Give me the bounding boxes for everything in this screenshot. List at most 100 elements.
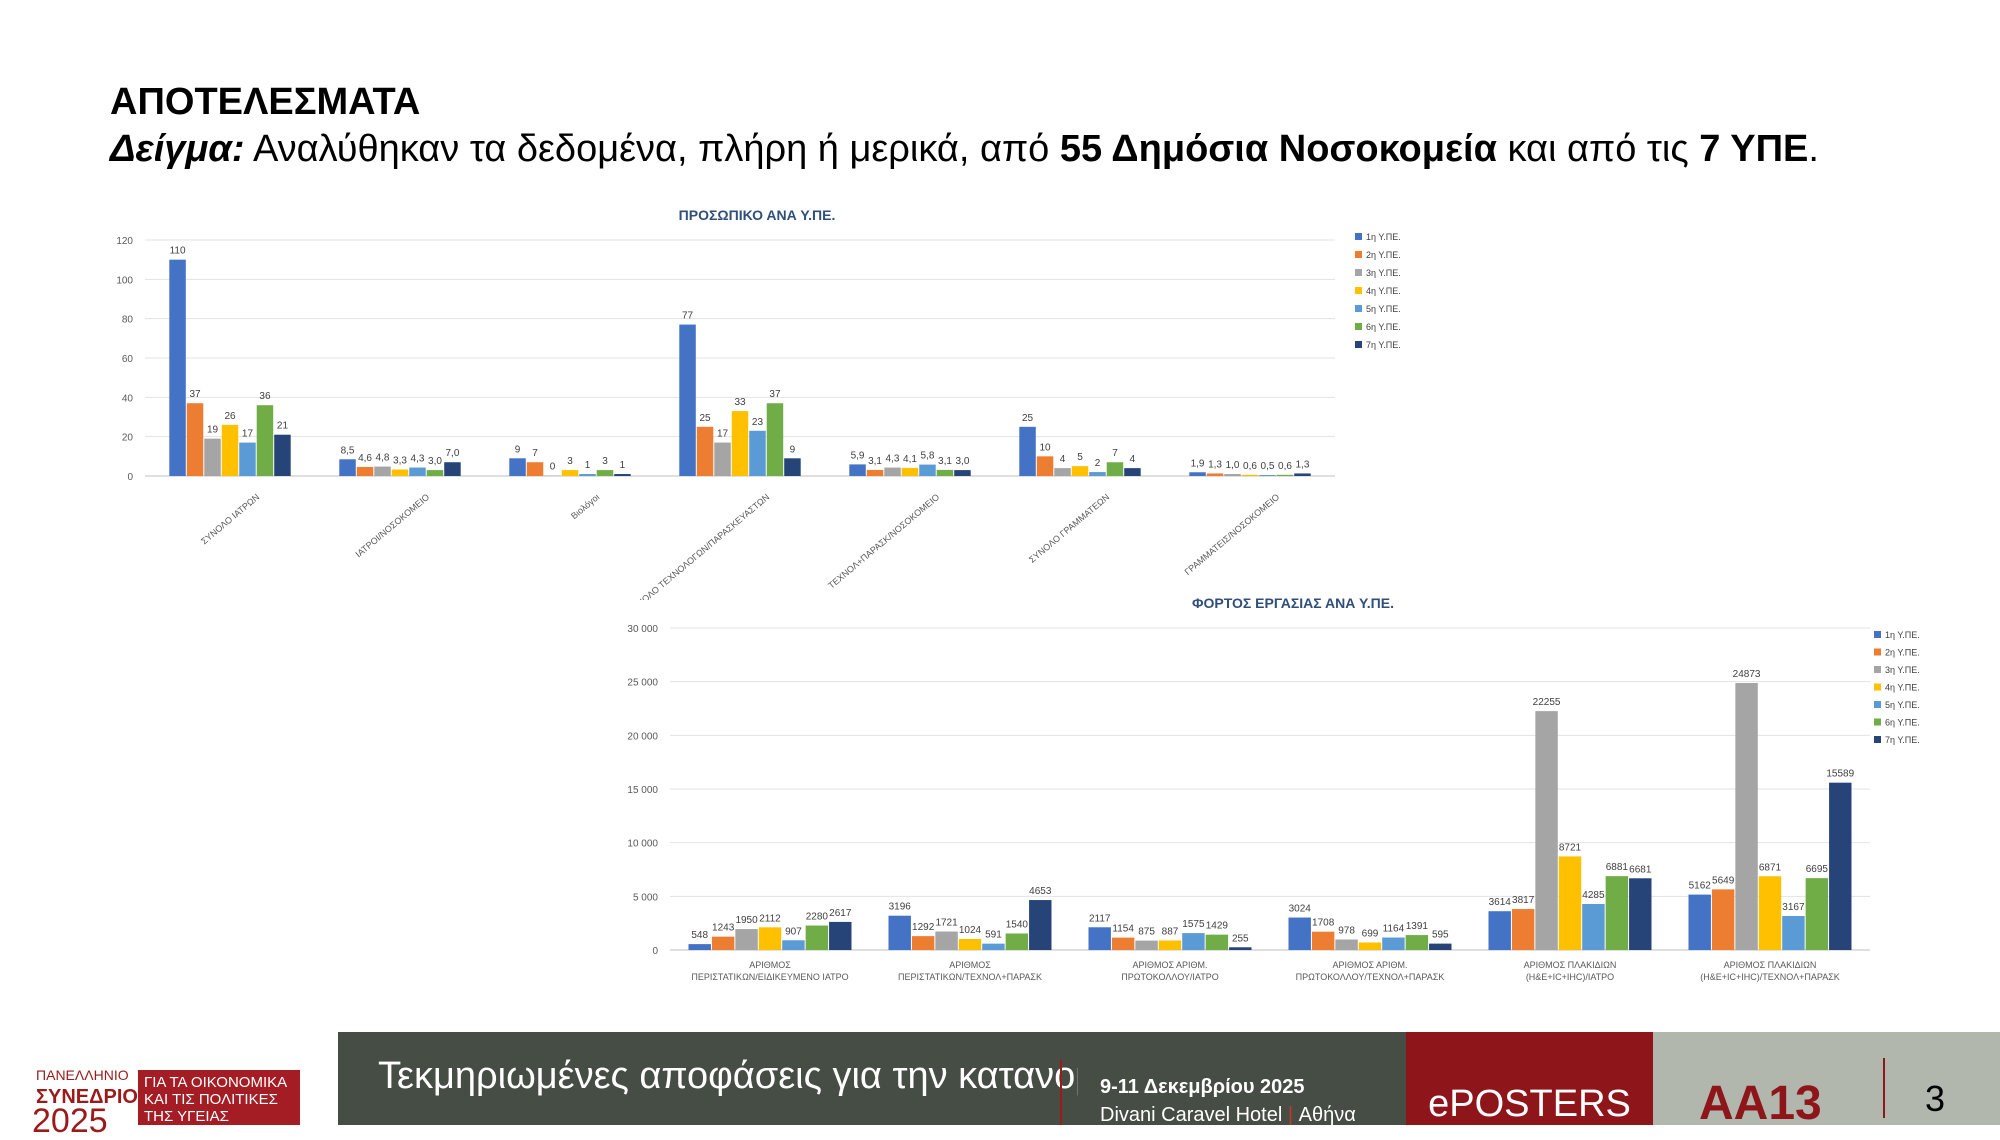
data-label: 2 xyxy=(1095,458,1101,469)
data-label: 5162 xyxy=(1689,881,1712,892)
logo-year: 2025 xyxy=(32,1102,108,1140)
data-label: 21 xyxy=(277,421,289,432)
data-label: 1243 xyxy=(712,923,735,934)
bar xyxy=(805,925,829,950)
data-label: 110 xyxy=(170,246,186,257)
legend-entry: 7η Υ.ΠΕ. xyxy=(1366,340,1401,350)
legend-swatch xyxy=(1874,683,1881,691)
bar xyxy=(1294,473,1311,476)
category-label: Βιολόγοι xyxy=(569,492,601,521)
logo-line-1: ΠΑΝΕΛΛΗΝΙΟ xyxy=(36,1067,129,1083)
data-label: 3817 xyxy=(1512,895,1535,906)
legend-swatch xyxy=(1355,287,1362,294)
logo-line-2: ΣΥΝΕΔΡΙΟ xyxy=(36,1086,138,1108)
bar xyxy=(954,470,971,476)
data-label: 875 xyxy=(1138,927,1155,938)
legend-swatch xyxy=(1874,631,1881,638)
footer-divider xyxy=(1060,1060,1062,1125)
y-tick-label: 60 xyxy=(122,354,134,365)
bar xyxy=(1189,472,1206,476)
data-label: 5 xyxy=(1077,452,1083,463)
bar xyxy=(911,936,935,950)
legend-entry: 6η Υ.ΠΕ. xyxy=(1366,322,1401,332)
data-label: 9 xyxy=(515,444,521,455)
legend-swatch xyxy=(1355,341,1362,348)
data-label: 8,5 xyxy=(341,445,355,456)
bar xyxy=(866,469,884,476)
bar xyxy=(731,411,749,476)
data-label: 907 xyxy=(785,926,802,937)
bar xyxy=(1558,856,1582,950)
data-label: 23 xyxy=(752,417,764,428)
bar xyxy=(1382,937,1405,950)
bar xyxy=(1029,900,1052,950)
bar xyxy=(711,936,735,950)
data-label: 699 xyxy=(1362,928,1379,939)
page-title: ΑΠΟΤΕΛΕΣΜΑΤΑ xyxy=(110,81,421,123)
category-label: ΠΕΡΙΣΤΑΤΙΚΩΝ/ΤΕΧΝΟΛ+ΠΑΡΑΣΚ xyxy=(898,972,1042,982)
bar xyxy=(766,403,784,476)
bar xyxy=(614,474,631,476)
data-label: 6881 xyxy=(1606,862,1629,873)
data-label: 1391 xyxy=(1406,921,1429,932)
bar xyxy=(239,442,256,476)
legend-entry: 1η Υ.ΠΕ. xyxy=(1885,630,1920,640)
bar xyxy=(544,475,561,476)
data-label: 1429 xyxy=(1206,921,1229,932)
bar xyxy=(1259,475,1276,476)
code-divider xyxy=(1883,1058,1885,1118)
workload-chart: ΦΟΡΤΟΣ ΕΡΓΑΣΙΑΣ ΑΝΑ Υ.ΠΕ. 0 5 000 10 000 15 … xyxy=(627,595,1920,982)
legend-swatch xyxy=(1874,648,1881,656)
data-label: 4 xyxy=(1060,454,1066,465)
bar xyxy=(579,474,596,476)
data-label: 1540 xyxy=(1006,919,1029,930)
bar xyxy=(688,944,711,950)
data-label: 17 xyxy=(242,429,254,440)
data-label: 7 xyxy=(1112,448,1118,459)
data-label: 4,1 xyxy=(903,454,917,465)
conference-venue: Divani Caravel Hotel | Αθήνα xyxy=(1100,1104,1356,1126)
bar xyxy=(1276,474,1294,476)
page-number: 3 xyxy=(1925,1078,1946,1119)
legend-entry: 2η Υ.ΠΕ. xyxy=(1885,648,1920,658)
bar xyxy=(274,434,291,476)
y-tick-label: 120 xyxy=(116,236,133,247)
poster-code-panel: AA13 3 xyxy=(1653,1032,2000,1130)
data-label: 4,3 xyxy=(411,454,425,465)
y-tick-label: 25 000 xyxy=(627,678,658,689)
bar xyxy=(714,442,731,476)
bar xyxy=(1405,935,1429,950)
data-label: 4,3 xyxy=(886,454,900,465)
bar xyxy=(1182,933,1205,950)
data-label: 3196 xyxy=(889,902,912,913)
bar xyxy=(935,931,958,950)
bar xyxy=(1311,931,1335,950)
data-label: 1 xyxy=(620,460,626,471)
bar xyxy=(919,464,936,476)
sample-description: Δείγμα: Αναλύθηκαν τα δεδομένα, πλήρη ή … xyxy=(110,126,1819,172)
category-label: ΑΡΙΘΜΟΣ ΑΡΙΘΜ. xyxy=(1132,960,1207,970)
data-label: 3,0 xyxy=(956,456,970,467)
bar xyxy=(1758,876,1782,950)
category-label: (Η&Ε+IC+IHC)/ΤΕΧΝΟΛ+ΠΑΡΑΣΚ xyxy=(1700,972,1840,982)
bar xyxy=(1241,474,1259,476)
y-tick-label: 30 000 xyxy=(627,624,658,635)
data-label: 0 xyxy=(550,462,556,473)
legend-entry: 2η Υ.ΠΕ. xyxy=(1366,250,1401,260)
bar xyxy=(1829,782,1852,950)
bar xyxy=(849,464,866,476)
data-label: 77 xyxy=(682,311,694,322)
category-label: ΙΑΤΡΟΙ/ΝΟΣΟΚΟΜΕΙΟ xyxy=(354,492,432,560)
bar xyxy=(509,458,526,476)
bar xyxy=(356,466,374,476)
data-label: 33 xyxy=(734,397,746,408)
bar xyxy=(374,466,391,476)
legend-entry: 4η Υ.ΠΕ. xyxy=(1366,286,1401,296)
bar xyxy=(256,405,274,476)
legend-swatch xyxy=(1874,718,1881,726)
legend-swatch xyxy=(1874,701,1881,708)
bar xyxy=(1605,876,1629,950)
bar xyxy=(1071,466,1089,476)
data-label: 3614 xyxy=(1489,897,1512,908)
y-tick-label: 15 000 xyxy=(627,785,658,796)
